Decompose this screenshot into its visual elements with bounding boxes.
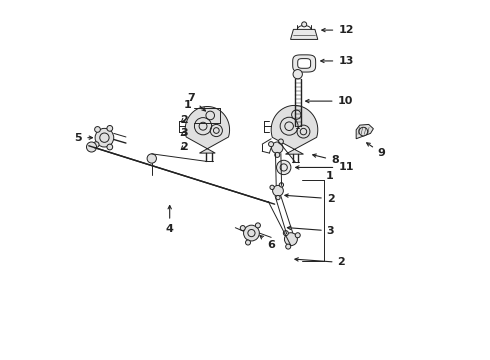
Polygon shape (356, 125, 373, 139)
Circle shape (271, 142, 283, 153)
Circle shape (295, 233, 300, 238)
Polygon shape (185, 107, 230, 153)
Circle shape (278, 139, 283, 144)
Text: 8: 8 (313, 154, 339, 165)
Circle shape (286, 244, 291, 249)
Polygon shape (271, 105, 318, 154)
Circle shape (293, 69, 302, 79)
Circle shape (359, 127, 368, 136)
Text: 3: 3 (180, 129, 188, 138)
Text: 12: 12 (322, 25, 354, 35)
Circle shape (279, 183, 284, 187)
Text: 11: 11 (295, 162, 354, 172)
Circle shape (285, 233, 297, 246)
Text: 13: 13 (321, 56, 354, 66)
Circle shape (244, 225, 259, 241)
Circle shape (93, 142, 99, 148)
Text: 2: 2 (295, 257, 345, 267)
Circle shape (269, 141, 273, 147)
Circle shape (147, 154, 156, 163)
Text: 2: 2 (180, 115, 188, 125)
Text: 9: 9 (367, 143, 386, 158)
Text: 2: 2 (180, 142, 188, 152)
Text: 1: 1 (184, 100, 192, 111)
Circle shape (276, 160, 291, 175)
Circle shape (272, 185, 283, 196)
Circle shape (276, 195, 280, 200)
Circle shape (283, 231, 288, 236)
Circle shape (245, 240, 250, 245)
Circle shape (95, 127, 100, 132)
Circle shape (302, 22, 307, 27)
Circle shape (255, 223, 260, 228)
Text: 2: 2 (285, 194, 335, 204)
Text: 6: 6 (260, 235, 275, 249)
Polygon shape (293, 55, 316, 72)
Polygon shape (298, 59, 311, 68)
Circle shape (275, 152, 280, 157)
Text: 10: 10 (306, 96, 353, 106)
Text: 1: 1 (325, 171, 333, 181)
Text: 4: 4 (166, 206, 173, 234)
Circle shape (87, 142, 97, 152)
Circle shape (107, 144, 113, 150)
Circle shape (240, 226, 245, 230)
Circle shape (107, 126, 113, 131)
Text: 7: 7 (187, 93, 205, 111)
Circle shape (95, 129, 114, 147)
Text: 5: 5 (74, 133, 93, 143)
Circle shape (270, 185, 274, 189)
Polygon shape (291, 30, 318, 40)
Text: 3: 3 (287, 226, 334, 236)
